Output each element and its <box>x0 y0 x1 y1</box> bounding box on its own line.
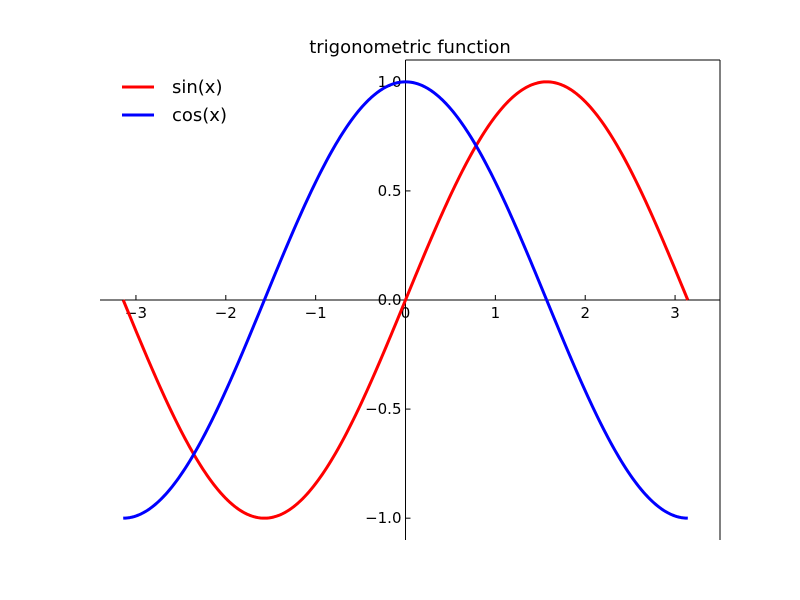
x-tick-label: −1 <box>305 304 327 322</box>
series-lines <box>121 80 690 520</box>
y-tick-label: 0.0 <box>378 291 402 309</box>
x-tick-label: 0 <box>401 304 411 322</box>
chart-title: trigonometric function <box>309 37 511 58</box>
y-tick-label: 0.5 <box>378 182 402 200</box>
x-tick-label: 1 <box>491 304 501 322</box>
series-line-sin-x <box>121 80 690 520</box>
legend: sin(x) cos(x) <box>122 77 227 126</box>
y-tick-label: −0.5 <box>365 400 401 418</box>
axes: −3 −2 −1 0 1 2 3−1.0−0.50.00.51.0 <box>100 59 721 540</box>
x-tick-label: −2 <box>215 304 237 322</box>
legend-label-sin-x: sin(x) <box>172 77 222 98</box>
series-line-cos-x <box>123 80 688 520</box>
x-tick-label: 3 <box>670 304 680 322</box>
y-tick-label: 1.0 <box>378 73 402 91</box>
legend-label-cos-x: cos(x) <box>172 105 227 126</box>
x-tick-label: 2 <box>580 304 590 322</box>
y-tick-label: −1.0 <box>365 509 401 527</box>
